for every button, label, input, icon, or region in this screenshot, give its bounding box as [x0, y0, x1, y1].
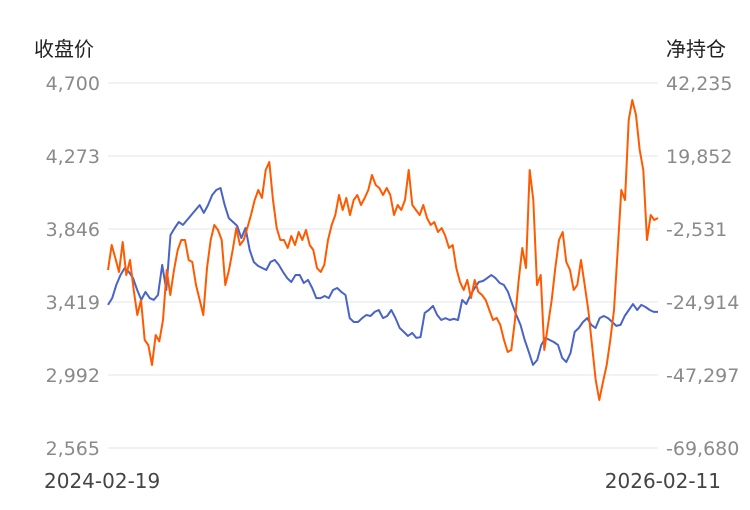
net-position-line [107, 99, 659, 401]
right-tick-label: 19,852 [666, 146, 732, 168]
left-tick-label: 3,419 [46, 292, 100, 314]
left-tick-label: 2,565 [46, 438, 100, 460]
left-tick-label: 4,273 [46, 146, 100, 168]
left-tick-label: 4,700 [46, 73, 100, 95]
right-tick-label: 42,235 [666, 73, 732, 95]
x-tick-start: 2024-02-19 [44, 469, 160, 493]
right-axis-title: 净持仓 [666, 37, 726, 61]
right-tick-label: -69,680 [666, 438, 739, 460]
left-axis-title: 收盘价 [34, 37, 94, 61]
right-tick-label: -24,914 [666, 292, 739, 314]
right-tick-label: -2,531 [666, 219, 727, 241]
closing-price-line [107, 187, 658, 366]
right-tick-label: -47,297 [666, 365, 739, 387]
x-tick-end: 2026-02-11 [605, 469, 721, 493]
left-tick-label: 2,992 [46, 365, 100, 387]
left-tick-label: 3,846 [46, 219, 100, 241]
